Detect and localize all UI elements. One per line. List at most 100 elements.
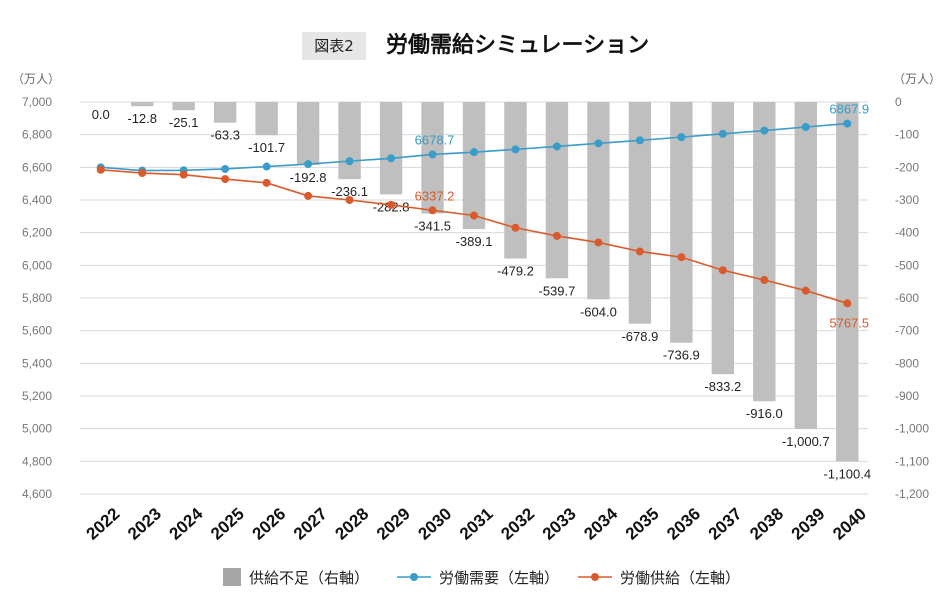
demand-point — [552, 142, 561, 151]
left-axis-tick-label: 7,000 — [22, 95, 52, 109]
shortage-bar — [296, 102, 320, 165]
legend-label-supply: 労働供給（左軸） — [620, 568, 741, 587]
legend-label-demand: 労働需要（左軸） — [439, 568, 560, 587]
right-axis-tick-label: -400 — [895, 226, 919, 240]
x-axis-year-label: 2032 — [497, 504, 538, 543]
legend-item-supply: 労働供給（左軸） — [578, 566, 740, 588]
supply-point — [760, 276, 769, 285]
x-axis-year-label: 2028 — [331, 504, 372, 543]
x-axis-year-label: 2037 — [705, 504, 746, 543]
legend-item-shortage: 供給不足（右軸） — [223, 566, 369, 588]
shortage-bar-label: -1,100.4 — [823, 466, 871, 481]
left-axis-tick-label: 6,800 — [22, 128, 52, 142]
x-axis-year-label: 2022 — [83, 504, 124, 543]
supply-point — [96, 165, 105, 174]
supply-point — [304, 191, 313, 200]
shortage-bar — [794, 102, 817, 429]
figure-number-badge: 図表2 — [302, 32, 366, 60]
shortage-bar — [545, 102, 569, 279]
shortage-bar — [504, 102, 527, 259]
shortage-bar-label: -63.3 — [210, 128, 240, 143]
shortage-bar — [462, 102, 486, 230]
demand-value-label: 6678.7 — [415, 132, 455, 147]
left-axis-tick-label: 5,400 — [22, 356, 52, 370]
shortage-bar — [628, 102, 652, 324]
x-axis-year-label: 2024 — [166, 504, 207, 544]
x-axis-year-label: 2029 — [373, 504, 414, 543]
shortage-bar — [338, 102, 361, 180]
right-axis-tick-label: -100 — [895, 128, 919, 142]
demand-point — [345, 157, 354, 166]
x-axis-year-label: 2023 — [124, 504, 165, 543]
shortage-bar-label: -25.1 — [169, 115, 199, 130]
x-axis-year-label: 2034 — [580, 504, 621, 544]
left-axis-tick-label: 4,600 — [22, 487, 52, 501]
legend-demand-swatch — [397, 573, 431, 581]
left-axis-tick-label: 6,000 — [22, 258, 52, 272]
right-axis-tick-label: -600 — [895, 291, 919, 305]
left-axis-tick-label: 4,800 — [22, 454, 52, 468]
supply-point — [387, 200, 396, 209]
shortage-bar — [379, 102, 403, 195]
shortage-bar-label: -12.8 — [127, 111, 157, 126]
supply-value-label: 5767.5 — [829, 315, 869, 330]
shortage-bar — [213, 102, 237, 123]
shortage-bar-label: -539.7 — [539, 283, 576, 298]
chart-header: 図表2 労働需給シミュレーション — [0, 30, 948, 64]
shortage-bar — [131, 102, 154, 107]
legend-label-shortage: 供給不足（右軸） — [249, 568, 370, 587]
x-axis-year-label: 2026 — [249, 504, 290, 543]
demand-point — [511, 145, 520, 154]
left-axis-tick-label: 5,800 — [22, 291, 52, 305]
legend-bar-swatch — [223, 568, 241, 586]
x-axis-year-label: 2031 — [456, 504, 497, 543]
supply-value-label: 6337.2 — [415, 188, 455, 203]
shortage-bar-label: -389.1 — [456, 234, 493, 249]
right-axis-tick-label: -1,200 — [895, 487, 929, 501]
left-axis-tick-label: 6,400 — [22, 193, 52, 207]
right-axis-tick-label: -1,000 — [895, 422, 929, 436]
shortage-bar — [255, 102, 278, 136]
demand-point — [221, 164, 230, 173]
x-axis-year-label: 2033 — [539, 504, 580, 543]
right-axis-tick-label: -700 — [895, 324, 919, 338]
right-axis-tick-label: -300 — [895, 193, 919, 207]
x-axis-year-label: 2025 — [207, 504, 248, 543]
supply-point — [345, 196, 354, 204]
demand-point — [594, 139, 603, 148]
demand-point — [470, 148, 478, 157]
shortage-bar-label: -101.7 — [248, 140, 285, 155]
demand-point — [801, 122, 810, 131]
shortage-bar — [753, 102, 776, 402]
demand-point — [428, 150, 437, 159]
shortage-bar — [587, 102, 610, 300]
supply-point — [138, 169, 147, 178]
demand-point — [635, 136, 644, 145]
legend-item-demand: 労働需要（左軸） — [397, 566, 559, 588]
x-axis-year-label: 2027 — [290, 504, 331, 543]
shortage-bar — [172, 102, 195, 111]
demand-point — [677, 133, 686, 142]
demand-point — [760, 126, 769, 135]
right-axis-tick-label: 0 — [895, 95, 902, 109]
demand-value-label: 6867.9 — [829, 102, 869, 117]
left-axis-tick-label: 5,600 — [22, 324, 52, 338]
shortage-bar — [836, 102, 859, 462]
right-axis-tick-label: -500 — [895, 258, 919, 272]
x-axis-year-label: 2040 — [829, 504, 870, 543]
x-axis-year-label: 2038 — [746, 504, 787, 543]
x-axis-year-label: 2039 — [788, 504, 829, 543]
supply-point — [221, 175, 230, 184]
shortage-bar-label: -678.9 — [621, 329, 658, 344]
shortage-bar — [711, 102, 735, 375]
legend-supply-swatch — [578, 573, 612, 581]
chart-legend: 供給不足（右軸） 労働需要（左軸） 労働供給（左軸） — [0, 566, 948, 588]
supply-point — [262, 178, 271, 187]
supply-point — [511, 223, 520, 232]
demand-point — [718, 129, 727, 138]
demand-point — [843, 119, 852, 128]
x-axis-year-label: 2035 — [622, 504, 663, 543]
shortage-bar-label: -341.5 — [414, 219, 451, 234]
supply-point — [470, 211, 478, 220]
